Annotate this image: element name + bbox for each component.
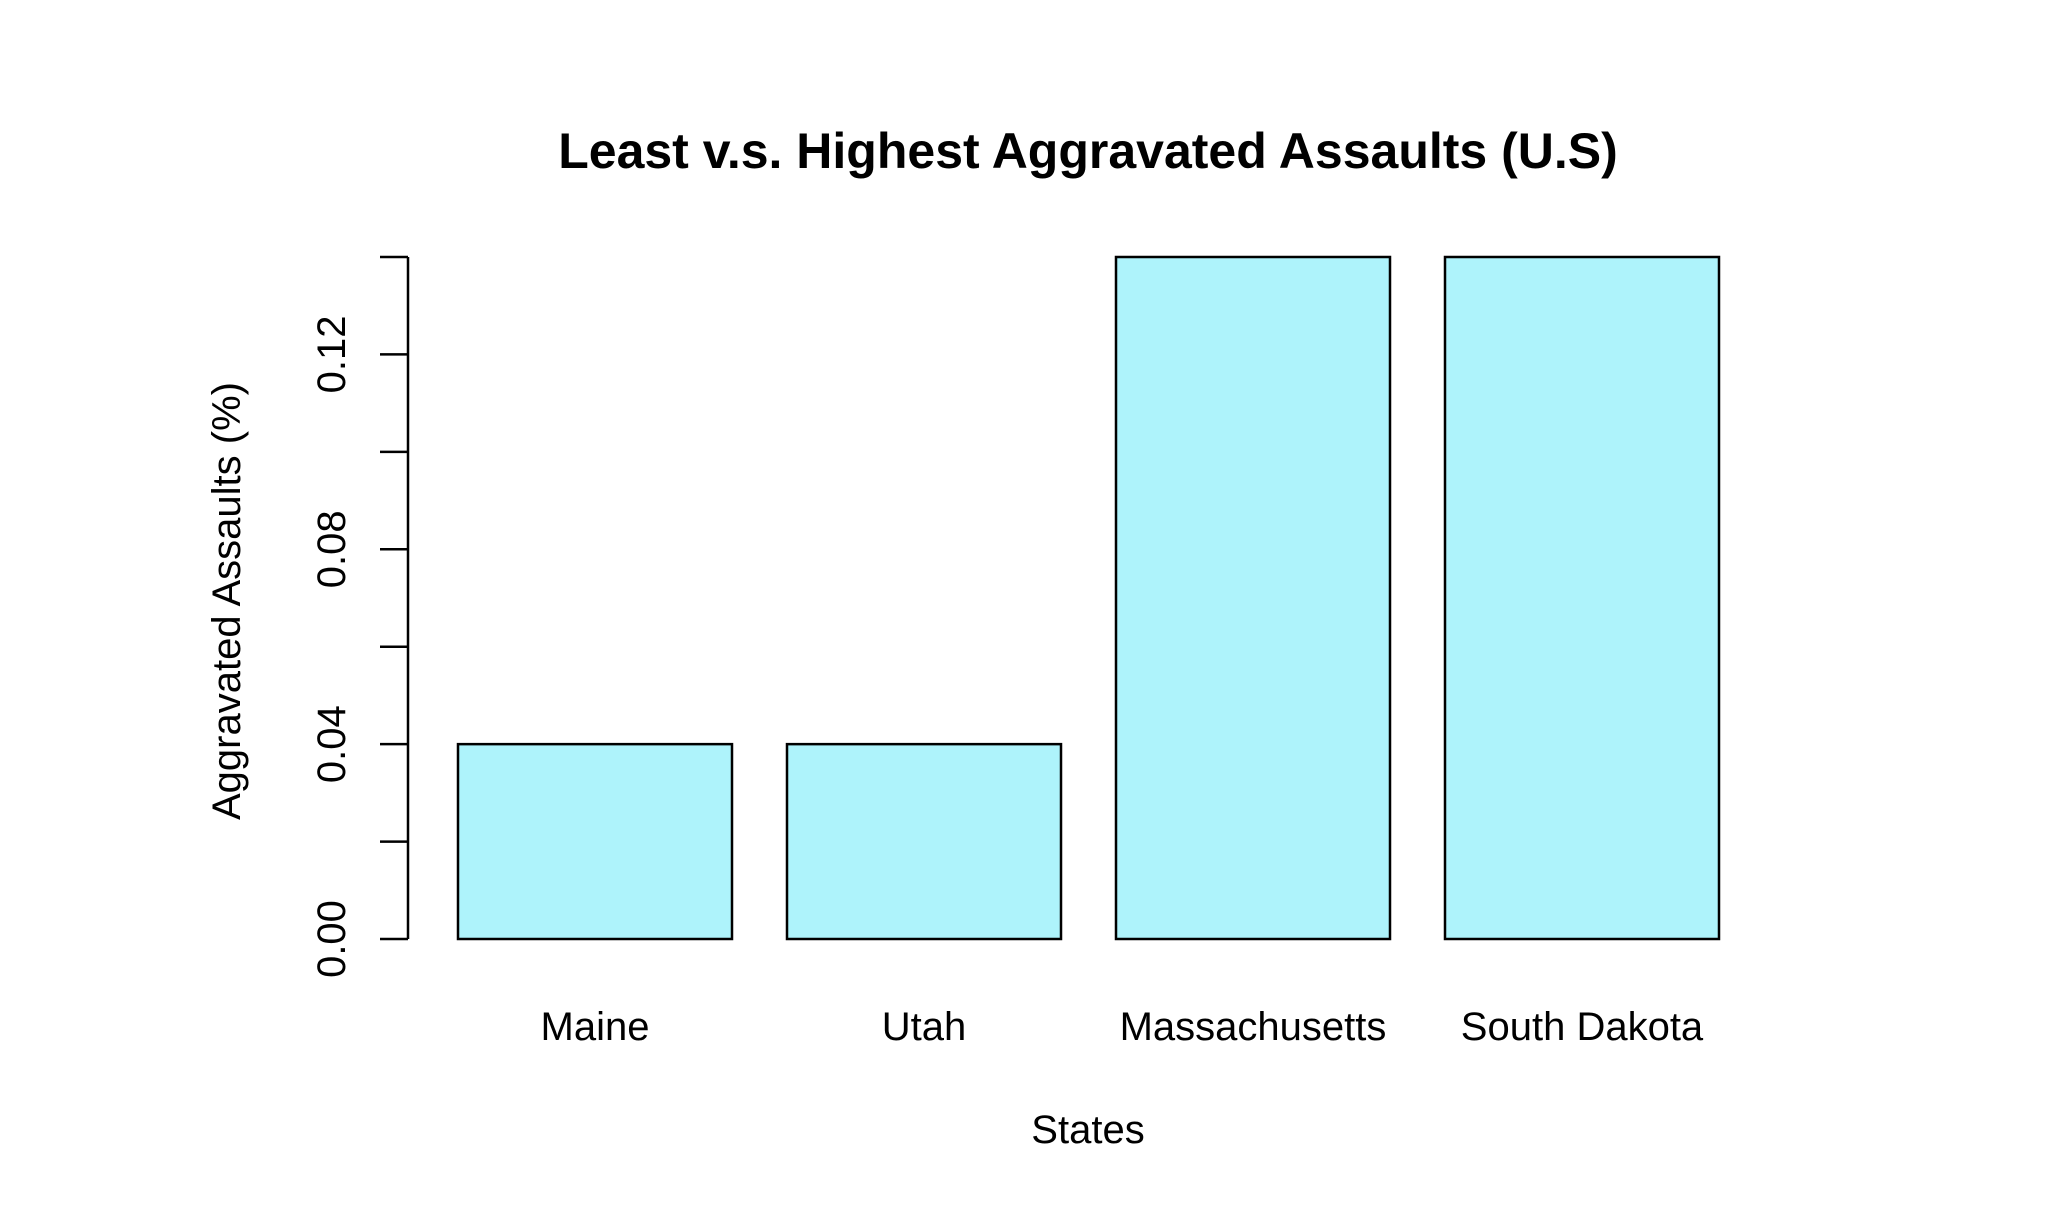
y-tick-label: 0.12 [310, 315, 354, 393]
chart-title: Least v.s. Highest Aggravated Assaults (… [558, 123, 1618, 179]
y-tick-label: 0.00 [310, 900, 354, 978]
x-tick-label: South Dakota [1461, 1005, 1704, 1049]
x-tick-label: Utah [882, 1005, 967, 1049]
bars-group [456, 255, 1721, 941]
y-axis: 0.00 0.04 0.08 0.12 [310, 255, 410, 978]
y-tick-label: 0.04 [310, 705, 354, 783]
x-tick-labels: Maine Utah Massachusetts South Dakota [541, 1005, 1704, 1049]
bar-massachusetts [1114, 255, 1392, 941]
y-tick-label: 0.08 [310, 510, 354, 588]
x-tick-label: Maine [541, 1005, 650, 1049]
x-tick-label: Massachusetts [1120, 1005, 1387, 1049]
bar-south-dakota [1443, 255, 1721, 941]
bar-utah [785, 742, 1063, 941]
y-axis-title: Aggravated Assaults (%) [205, 382, 249, 820]
bar-maine [456, 742, 734, 941]
x-axis-title: States [1031, 1108, 1144, 1152]
